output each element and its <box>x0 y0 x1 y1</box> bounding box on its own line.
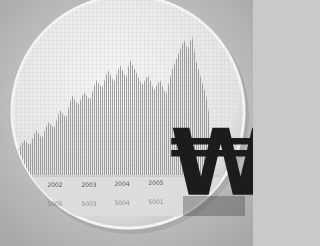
reflected-label: 5005 <box>47 201 62 208</box>
reflected-label: 5003 <box>81 201 96 208</box>
year-label: 2005 <box>148 180 163 187</box>
won-reflection <box>183 196 245 216</box>
year-label: 2002 <box>47 182 62 189</box>
reflected-label: 5004 <box>114 200 129 207</box>
year-label: 2004 <box>114 181 129 188</box>
illustration: 2002 2003 2004 2005 5005 5003 5004 5001 … <box>0 0 253 246</box>
reflected-label: 5001 <box>148 199 163 206</box>
year-label: 2003 <box>81 182 96 189</box>
